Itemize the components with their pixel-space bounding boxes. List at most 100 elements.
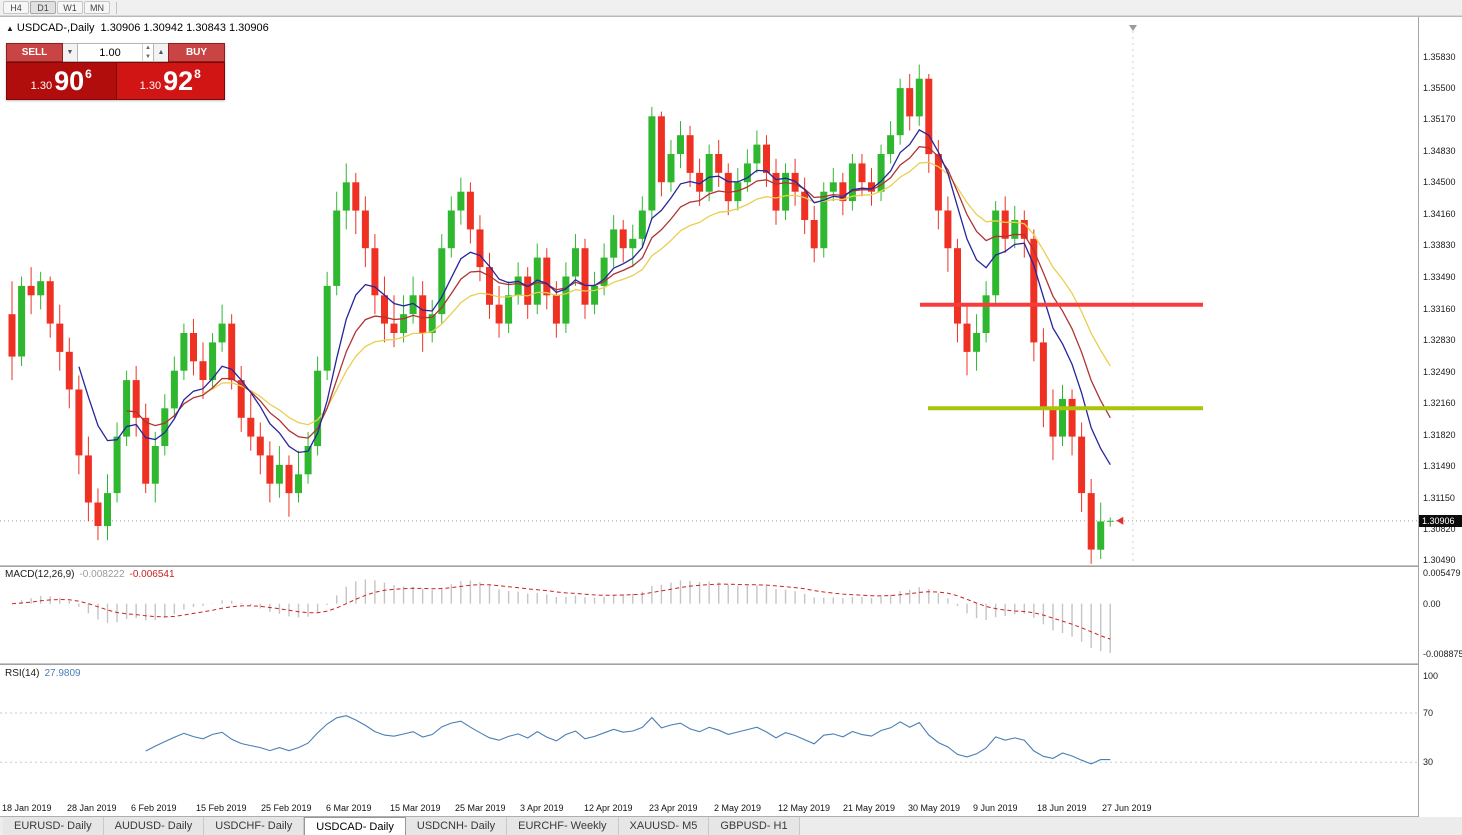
- rsi-axis-label: 30: [1423, 757, 1434, 767]
- rsi-line: [145, 715, 1111, 765]
- chart-tab-usdcnh[interactable]: USDCNH- Daily: [405, 817, 508, 835]
- chart-symbol-label: USDCAD-,Daily: [16, 22, 95, 34]
- price-axis-label: 1.30490: [1423, 555, 1456, 565]
- spin-down-icon[interactable]: ▼: [145, 53, 151, 60]
- price-axis-label: 1.33830: [1423, 240, 1456, 250]
- rsi-value: 27.9809: [44, 668, 81, 679]
- date-axis-label: 18 Jun 2019: [1037, 803, 1087, 813]
- macd-panel-canvas[interactable]: [0, 567, 1418, 663]
- macd-main-value: -0.008222: [79, 569, 125, 580]
- date-axis-label: 15 Feb 2019: [196, 803, 247, 813]
- spin-up-icon[interactable]: ▲: [145, 45, 151, 51]
- date-axis-label: 25 Mar 2019: [455, 803, 506, 813]
- price-axis-label: 1.30820: [1423, 524, 1456, 534]
- one-click-trading-panel: SELL ▼ ▲ ▼ ▲ BUY 1.30 90 6 1.30 92 8: [6, 43, 225, 100]
- shift-marker-icon: [1129, 25, 1137, 31]
- main-chart-canvas[interactable]: [0, 17, 1418, 565]
- volume-spinner: ▲ ▼: [142, 44, 153, 61]
- ask-main-digits: 92: [163, 65, 194, 96]
- ma-mid-line: [126, 146, 1111, 439]
- chart-tab-gbpusd[interactable]: GBPUSD- H1: [709, 817, 800, 835]
- price-axis-label: 1.32490: [1423, 367, 1456, 377]
- volume-input[interactable]: [78, 44, 142, 61]
- date-axis-label: 28 Jan 2019: [67, 803, 117, 813]
- timeframe-button-h4[interactable]: H4: [3, 1, 29, 14]
- panel-splitter[interactable]: [0, 565, 1462, 567]
- date-axis-label: 25 Feb 2019: [261, 803, 312, 813]
- rsi-indicator-label: RSI(14) 27.9809: [5, 668, 81, 679]
- current-price-badge: 1.30906: [1419, 515, 1462, 527]
- bid-pip-digit: 6: [85, 67, 92, 81]
- price-axis-label: 1.31820: [1423, 430, 1456, 440]
- volume-field-wrap: ▲ ▼: [77, 43, 154, 62]
- macd-axis-label: -0.008875: [1423, 649, 1462, 659]
- date-axis-label: 15 Mar 2019: [390, 803, 441, 813]
- rsi-axis-label: 70: [1423, 708, 1434, 718]
- ask-price-button[interactable]: 1.30 92 8: [115, 62, 225, 100]
- macd-histogram: [20, 579, 1111, 653]
- date-axis-label: 9 Jun 2019: [973, 803, 1018, 813]
- panel-splitter[interactable]: [0, 663, 1462, 665]
- macd-axis-label: 0.005479: [1423, 568, 1461, 578]
- macd-name: MACD(12,26,9): [5, 569, 75, 580]
- last-price-marker: [1116, 516, 1124, 525]
- price-axis-label: 1.32830: [1423, 335, 1456, 345]
- price-axis-label: 1.34160: [1423, 209, 1456, 219]
- chart-tab-xauusd[interactable]: XAUUSD- M5: [618, 817, 710, 835]
- timeframe-button-mn[interactable]: MN: [84, 1, 110, 14]
- bid-main-digits: 90: [54, 65, 85, 96]
- price-axis-label: 1.31490: [1423, 461, 1456, 471]
- chart-ohlc-values: 1.30906 1.30942 1.30843 1.30906: [100, 22, 269, 34]
- date-axis-label: 6 Feb 2019: [131, 803, 177, 813]
- date-axis-label: 18 Jan 2019: [2, 803, 52, 813]
- macd-axis-label: 0.00: [1423, 599, 1441, 609]
- chart-title: ▲ USDCAD-,Daily 1.30906 1.30942 1.30843 1.…: [6, 22, 269, 34]
- timeframe-toolbar: H4 D1 W1 MN: [0, 0, 1462, 16]
- date-axis-label: 23 Apr 2019: [649, 803, 698, 813]
- price-axis-label: 1.32160: [1423, 398, 1456, 408]
- volume-decrease-arrow-icon[interactable]: ▼: [63, 43, 77, 62]
- chart-tab-eurchf[interactable]: EURCHF- Weekly: [507, 817, 619, 835]
- rsi-name: RSI(14): [5, 668, 40, 679]
- volume-increase-arrow-icon[interactable]: ▲: [154, 43, 168, 62]
- price-axis-label: 1.34500: [1423, 177, 1456, 187]
- price-axis-label: 1.31150: [1423, 493, 1455, 503]
- price-axis-label: 1.35500: [1423, 83, 1456, 93]
- date-axis-label: 21 May 2019: [843, 803, 896, 813]
- rsi-panel-canvas[interactable]: [0, 665, 1418, 799]
- ask-pip-digit: 8: [194, 67, 201, 81]
- bid-price-button[interactable]: 1.30 90 6: [6, 62, 116, 100]
- chart-tab-usdcad[interactable]: USDCAD- Daily: [304, 817, 406, 835]
- price-axis-label: 1.33490: [1423, 272, 1456, 282]
- timeframe-button-d1[interactable]: D1: [30, 1, 56, 14]
- chart-tab-eurusd[interactable]: EURUSD- Daily: [3, 817, 104, 835]
- sell-button[interactable]: SELL: [6, 43, 63, 62]
- bid-prefix: 1.30: [30, 80, 53, 92]
- date-axis-label: 3 Apr 2019: [520, 803, 564, 813]
- timeframe-button-w1[interactable]: W1: [57, 1, 83, 14]
- date-axis[interactable]: 18 Jan 2019 28 Jan 2019 6 Feb 2019 15 Feb 2…: [0, 799, 1418, 817]
- price-axis-label: 1.35830: [1423, 52, 1456, 62]
- rsi-axis-label: 100: [1423, 671, 1439, 681]
- macd-indicator-label: MACD(12,26,9) -0.008222 -0.006541: [5, 569, 175, 580]
- date-axis-label: 12 Apr 2019: [584, 803, 633, 813]
- collapse-arrow-icon[interactable]: ▲: [6, 24, 14, 33]
- ma-slow-line: [202, 161, 1111, 426]
- buy-button[interactable]: BUY: [168, 43, 225, 62]
- macd-signal-line: [11, 583, 1111, 640]
- date-axis-label: 12 May 2019: [778, 803, 831, 813]
- macd-signal-value: -0.006541: [129, 569, 175, 580]
- chart-tab-audusd[interactable]: AUDUSD- Daily: [103, 817, 205, 835]
- price-axis-label: 1.34830: [1423, 146, 1456, 156]
- date-axis-label: 30 May 2019: [908, 803, 961, 813]
- date-axis-label: 27 Jun 2019: [1102, 803, 1152, 813]
- price-axis-label: 1.35170: [1423, 114, 1456, 124]
- chart-tab-usdchf[interactable]: USDCHF- Daily: [204, 817, 305, 835]
- ma-fast-line: [78, 129, 1111, 466]
- candles: [8, 64, 1114, 564]
- date-axis-label: 2 May 2019: [714, 803, 762, 813]
- price-axis[interactable]: 1.30906 1.35830 1.35500 1.35170 1.34830 1.34…: [1418, 17, 1462, 817]
- timeframe-buttons: H4 D1 W1 MN: [3, 1, 110, 14]
- toolbar-separator: [116, 1, 117, 14]
- chart-workspace: ▲ USDCAD-,Daily 1.30906 1.30942 1.30843 1.…: [0, 16, 1462, 817]
